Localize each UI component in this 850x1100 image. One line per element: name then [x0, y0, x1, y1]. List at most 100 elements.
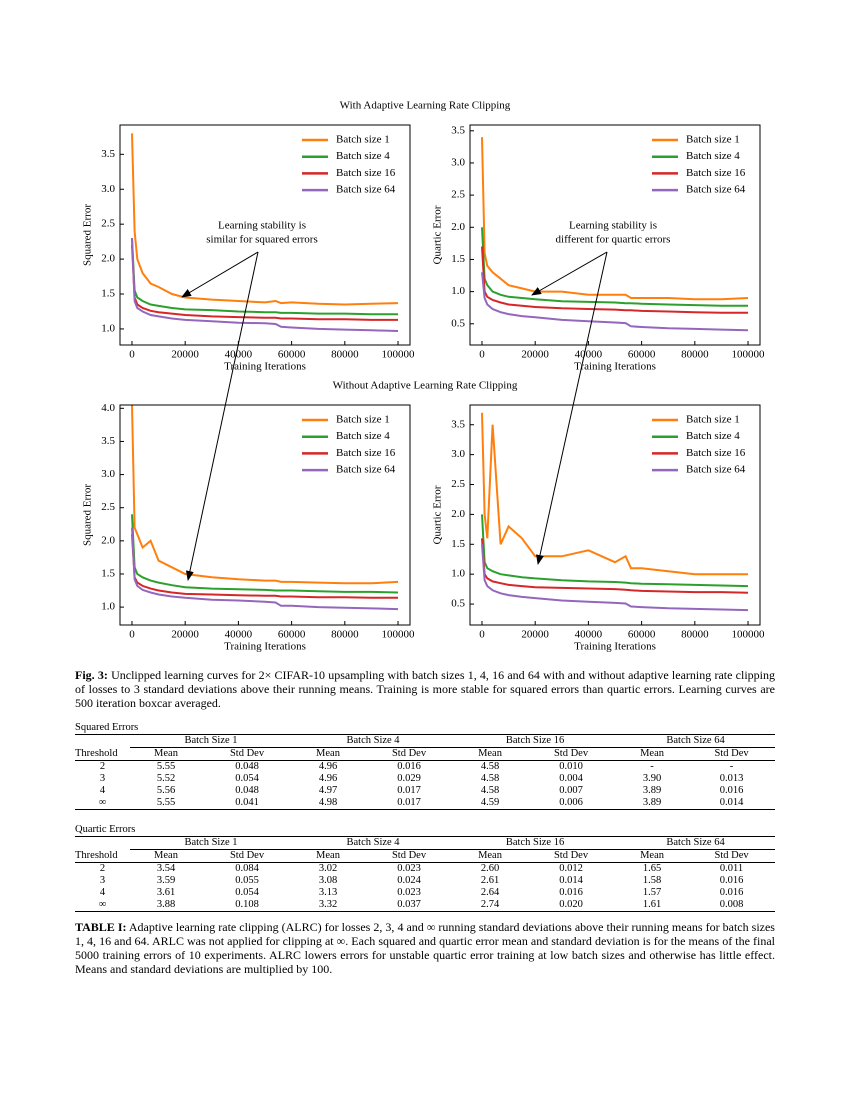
cell: 1.61 — [616, 899, 689, 912]
cell: 5.55 — [130, 797, 202, 810]
legend-label: Batch size 1 — [336, 134, 390, 146]
cell: 0.014 — [559, 875, 583, 886]
y-tick-label: 3.5 — [451, 124, 465, 136]
y-tick-label: 3.0 — [101, 468, 115, 480]
y-tick-label: 3.0 — [101, 183, 115, 195]
series-line — [481, 137, 749, 301]
cell — [75, 734, 130, 748]
cell — [75, 836, 130, 850]
group-row: Batch Size 1 Batch Size 4 Batch Size 16 Bat… — [75, 836, 776, 850]
column-header: Std Dev — [202, 747, 293, 761]
group-header: Batch Size 4 — [292, 734, 455, 748]
table-row: 4 5.56 0.048 4.97 0.017 4.58 0.007 3.89 0.016 — [75, 785, 775, 797]
column-header: Std Dev — [526, 747, 617, 761]
y-tick-label: 3.5 — [451, 418, 465, 430]
plot-frame — [119, 124, 411, 346]
cell: 0.023 — [397, 863, 421, 874]
legend-label: Batch size 16 — [336, 447, 396, 459]
x-axis-label: Training Iterations — [224, 641, 306, 653]
cell: 4 — [99, 887, 106, 898]
cell: - — [650, 761, 654, 772]
cell: 0.037 — [364, 899, 455, 912]
cell: 5.52 — [156, 773, 176, 784]
column-header: Mean — [292, 747, 365, 761]
cell: 2.61 — [480, 875, 500, 886]
legend-label: Batch size 4 — [686, 150, 740, 162]
cell: 3.61 — [156, 887, 176, 898]
y-tick-label: 2.0 — [101, 534, 115, 546]
cell: 0.048 — [235, 785, 259, 796]
annotation-arrow — [181, 251, 259, 298]
table-row: 2 5.55 0.048 4.96 0.016 4.58 0.010 - - — [75, 761, 775, 774]
table-row: 4 3.61 0.054 3.13 0.023 2.64 0.016 1.57 0.016 — [75, 887, 775, 899]
legend-label: Batch size 64 — [686, 184, 746, 196]
cell: 0.048 — [235, 761, 259, 772]
y-tick-label: 3.0 — [451, 156, 465, 168]
cell: 4.96 — [318, 761, 338, 772]
series-line — [131, 245, 398, 321]
x-tick-label: 100000 — [732, 629, 766, 641]
figure-title: With Adaptive Learning Rate Clipping — [340, 100, 511, 112]
y-tick-label: 2.5 — [101, 501, 115, 513]
x-tick-label: 80000 — [331, 629, 359, 641]
legend-label: Batch size 4 — [336, 430, 390, 442]
series-line — [131, 527, 399, 611]
table-row: ∞ 5.55 0.041 4.98 0.017 4.59 0.006 3.89 0.014 — [75, 797, 776, 810]
cell: 0.029 — [397, 773, 421, 784]
series-line — [131, 238, 399, 332]
cell: 1.58 — [642, 875, 662, 886]
x-tick-label: 40000 — [575, 349, 603, 361]
header-row: Threshold Mean Std Dev Mean Std Dev Mean Std D… — [75, 747, 776, 761]
cell: 4.58 — [480, 761, 500, 772]
series-line — [131, 534, 398, 599]
cell: 4.97 — [318, 785, 338, 796]
cell: 4.96 — [318, 773, 338, 784]
group-header: Batch Size 64 — [616, 836, 776, 850]
caption-label: TABLE I: — [75, 920, 127, 934]
column-header: Mean — [454, 747, 527, 761]
x-axis-label: Training Iterations — [574, 641, 656, 653]
cell: 1.57 — [642, 887, 662, 898]
legend-label: Batch size 64 — [336, 184, 396, 196]
annotation: Learning stability is — [218, 220, 306, 232]
cell: 0.008 — [688, 899, 776, 912]
table-title: Quartic Errors — [75, 824, 136, 835]
cell: 0.010 — [559, 761, 583, 772]
y-tick-label: 2.5 — [451, 478, 465, 490]
x-tick-label: 40000 — [225, 629, 253, 641]
column-header: Std Dev — [688, 747, 776, 761]
y-tick-label: 1.0 — [451, 568, 465, 580]
y-tick-label: 0.5 — [451, 317, 465, 329]
cell: 0.108 — [202, 899, 293, 912]
cell: 0.041 — [202, 797, 293, 810]
cell: 0.055 — [235, 875, 259, 886]
group-header: Batch Size 16 — [454, 836, 617, 850]
data-table: Batch Size 1 Batch Size 4 Batch Size 16 Bat… — [75, 734, 776, 810]
series-line — [481, 272, 749, 332]
annotation: similar for squared errors — [206, 234, 318, 246]
column-header: Threshold — [75, 747, 130, 761]
cell: - — [729, 761, 734, 772]
cell: 2.64 — [480, 887, 500, 898]
cell: 3.90 — [642, 773, 662, 784]
group-header: Batch Size 1 — [130, 734, 293, 748]
figure: With Adaptive Learning Rate Clipping Wit… — [82, 100, 766, 653]
cell: 4.58 — [480, 785, 500, 796]
x-tick-label: 80000 — [331, 349, 359, 361]
header-row: Threshold Mean Std Dev Mean Std Dev Mean Std D… — [75, 849, 776, 863]
column-header: Mean — [454, 849, 527, 863]
y-tick-label: 2.5 — [451, 189, 465, 201]
cell: 0.024 — [397, 875, 421, 886]
legend-label: Batch size 1 — [336, 414, 390, 426]
x-tick-label: 80000 — [681, 629, 709, 641]
cell: 1.65 — [642, 863, 662, 874]
cell: 3 — [99, 875, 106, 886]
table-row: 3 3.59 0.055 3.08 0.024 2.61 0.014 1.58 0.016 — [75, 875, 775, 887]
annotation-arrow — [185, 251, 259, 581]
cell: 2 — [99, 761, 106, 772]
column-header: Std Dev — [364, 849, 455, 863]
legend-label: Batch size 16 — [686, 447, 746, 459]
cell: 2.60 — [480, 863, 500, 874]
caption-text: Unclipped learning curves for 2× CIFAR-1… — [75, 668, 775, 710]
